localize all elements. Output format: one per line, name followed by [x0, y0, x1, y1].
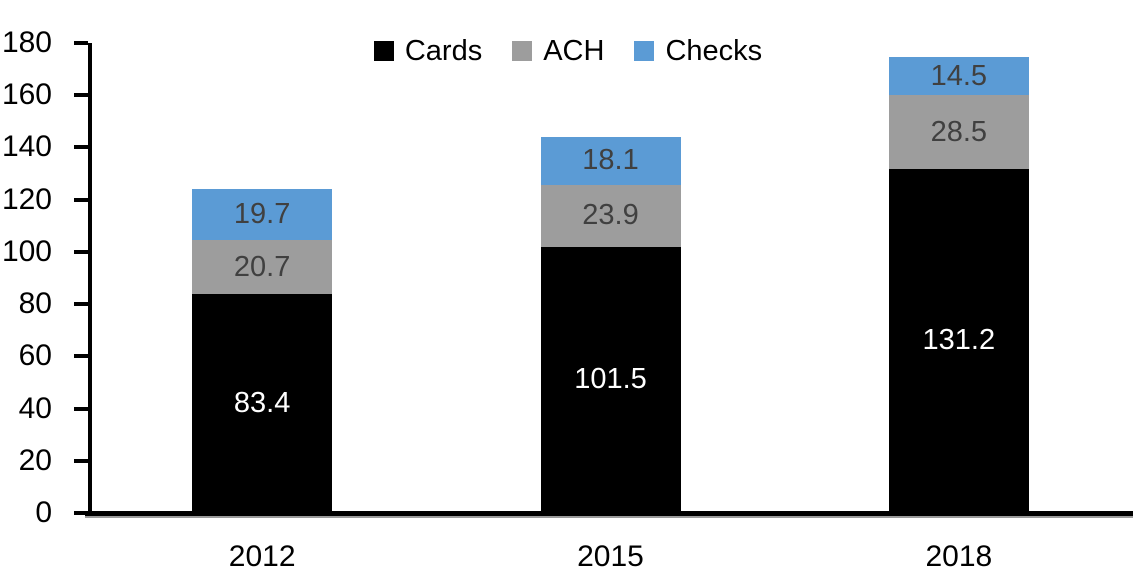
y-axis-tick-40: [74, 406, 88, 411]
y-axis-tick-100: [74, 249, 88, 254]
y-axis-tick-20: [74, 458, 88, 463]
y-tick-label-80: 80: [18, 287, 52, 321]
bar-segment-ach-2018: [888, 95, 1029, 170]
chart-legend: Cards ACH Checks: [0, 36, 1136, 66]
legend-item-cards: Cards: [373, 35, 483, 67]
y-axis-tick-0: [74, 511, 88, 515]
legend-label-ach: ACH: [543, 35, 605, 67]
bar-label-cards-2015: 101.5: [574, 362, 647, 395]
y-tick-label-20: 20: [18, 443, 52, 477]
bar-segment-cards-2012: [192, 294, 333, 512]
bar-segment-ach-2015: [540, 184, 681, 247]
bar-label-checks-2015: 18.1: [582, 144, 639, 177]
bar-segment-checks-2012: [192, 188, 333, 241]
y-axis-tick-80: [74, 302, 88, 307]
y-tick-label-140: 140: [1, 130, 52, 164]
bar-segment-ach-2012: [192, 240, 333, 295]
bar-segment-cards-2018: [888, 169, 1029, 512]
bar-label-ach-2015: 23.9: [582, 199, 639, 232]
bar-label-checks-2012: 19.7: [233, 197, 291, 230]
y-tick-label-40: 40: [18, 391, 52, 425]
y-tick-label-120: 120: [1, 182, 52, 216]
bar-label-checks-2018: 14.5: [930, 59, 988, 92]
legend-swatch-checks-icon: [634, 41, 655, 61]
y-tick-label-60: 60: [18, 339, 52, 373]
y-axis-tick-160: [74, 93, 88, 98]
bar-label-cards-2012: 83.4: [233, 386, 291, 419]
bar-label-ach-2018: 28.5: [930, 115, 988, 148]
y-tick-label-100: 100: [1, 234, 52, 268]
bar-label-ach-2012: 20.7: [233, 250, 291, 283]
bar-segment-checks-2015: [540, 137, 681, 185]
y-axis-tick-60: [74, 354, 88, 359]
y-axis-tick-140: [74, 145, 88, 150]
bar-label-cards-2018: 131.2: [922, 324, 996, 357]
legend-item-ach: ACH: [512, 36, 604, 66]
legend-swatch-cards-icon: [373, 41, 394, 61]
legend-swatch-ach-icon: [512, 41, 533, 61]
x-tick-label-2015: 2015: [577, 540, 644, 573]
legend-item-checks: Checks: [634, 36, 762, 66]
y-tick-label-0: 0: [35, 496, 52, 529]
x-tick-label-2018: 2018: [925, 540, 993, 573]
legend-label-cards: Cards: [404, 35, 483, 67]
y-tick-label-180: 180: [1, 26, 52, 59]
y-tick-label-160: 160: [1, 78, 52, 112]
x-tick-label-2012: 2012: [228, 540, 296, 573]
x-axis-line: [85, 511, 1133, 516]
legend-label-checks: Checks: [665, 35, 763, 67]
y-axis-tick-120: [74, 197, 88, 202]
bar-segment-cards-2015: [540, 246, 681, 512]
x-axis-shadow-line: [85, 516, 1133, 518]
y-axis-tick-180: [74, 41, 88, 45]
y-axis-line: [88, 43, 92, 516]
bar-segment-checks-2018: [888, 57, 1029, 95]
